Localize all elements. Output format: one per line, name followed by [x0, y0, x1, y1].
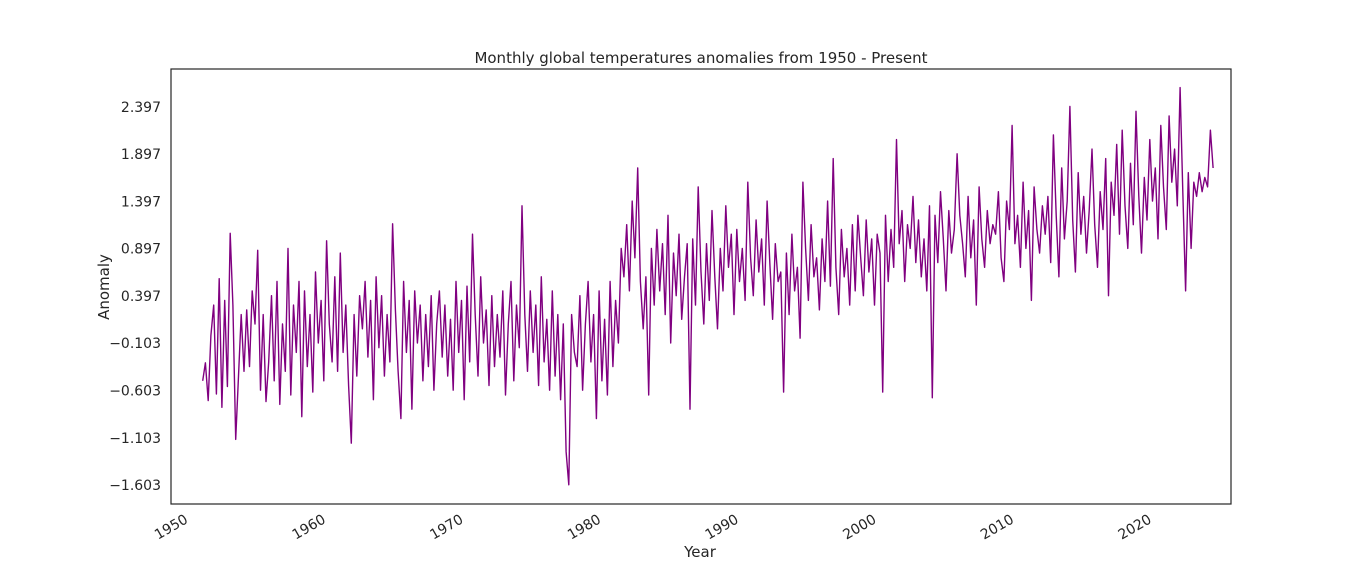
- x-tick-label: 1950: [152, 512, 191, 544]
- x-axis-label: Year: [683, 543, 717, 561]
- x-tick-label: 2010: [978, 512, 1017, 544]
- chart-title: Monthly global temperatures anomalies fr…: [474, 49, 927, 67]
- x-tick-label: 1990: [703, 512, 742, 544]
- y-tick-label: 0.397: [121, 289, 161, 305]
- x-tick-label: 2020: [1116, 512, 1155, 544]
- x-tick-label: 1970: [427, 512, 466, 544]
- y-tick-label: −0.103: [109, 336, 161, 352]
- y-axis-label: Anomaly: [95, 254, 113, 320]
- y-tick-label: 1.397: [121, 194, 161, 210]
- y-axis-ticks: −1.603 −1.103 −0.603 −0.103 0.397 0.897 1.397 1…: [109, 100, 161, 494]
- x-tick-label: 1980: [565, 512, 604, 544]
- y-tick-label: −1.603: [109, 478, 161, 494]
- plot-area: [170, 68, 1232, 505]
- y-tick-label: 0.897: [121, 242, 161, 258]
- y-tick-label: 1.897: [121, 147, 161, 163]
- x-tick-label: 1960: [290, 512, 329, 544]
- x-tick-label: 2000: [840, 512, 879, 544]
- x-axis-ticks: 1950 1960 1970 1980 1990 2000 2010 2020: [152, 512, 1155, 544]
- y-tick-label: 2.397: [121, 100, 161, 116]
- y-tick-label: −1.103: [109, 431, 161, 447]
- y-tick-label: −0.603: [109, 384, 161, 400]
- anomaly-series-line: [202, 86, 1214, 486]
